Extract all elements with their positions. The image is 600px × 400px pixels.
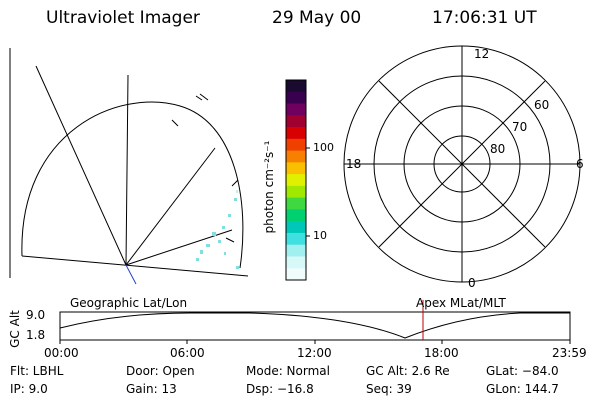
colorbar-swatch: [286, 91, 306, 105]
colorbar-swatch: [286, 174, 306, 187]
mlt-meridian: [378, 80, 546, 248]
geo-meridian: [125, 147, 216, 266]
colorbar-swatch: [286, 185, 306, 199]
info-seq: Seq: 39: [366, 382, 412, 396]
x-ticks: [59, 340, 571, 344]
lat-label-60: 60: [534, 98, 550, 112]
altitude-ytick: 9.0: [26, 308, 46, 322]
colorbar-swatch: [286, 209, 306, 222]
colorbar-swatch: [286, 221, 306, 234]
altitude-xtick: 06:00: [170, 346, 205, 360]
colorbar-swatch: [286, 115, 306, 128]
info-ip: IP: 9.0: [10, 382, 48, 396]
altitude-xtick: 23:59: [552, 346, 587, 360]
colorbar-swatch: [286, 232, 306, 246]
info-dsp: Dsp: −16.8: [246, 382, 314, 396]
info-filter: Flt: LBHL: [10, 364, 64, 378]
geo-meridian: [125, 229, 233, 266]
info-glon: GLon: 144.7: [486, 382, 559, 396]
instrument-title: Ultraviolet Imager: [46, 8, 200, 28]
lat-label-70: 70: [512, 120, 528, 134]
colorbar-swatch: [286, 80, 306, 93]
mlt-label-18: 18: [346, 157, 362, 171]
altitude-left-title: Geographic Lat/Lon: [70, 296, 188, 310]
altitude-xtick: 12:00: [297, 346, 332, 360]
mlt-label-12: 12: [474, 47, 490, 61]
altitude-xtick: 18:00: [424, 346, 459, 360]
colorbar-swatch: [286, 256, 306, 269]
colorbar-swatch: [286, 162, 306, 175]
altitude-ylabel: GC Alt: [8, 310, 22, 348]
colorbar-frame: [285, 79, 307, 281]
time-label: 17:06:31 UT: [432, 8, 537, 28]
geo-meridian: [125, 74, 129, 266]
colorbar-swatch: [286, 138, 306, 152]
colorbar-swatches: [286, 80, 306, 281]
altitude-curve: [59, 312, 570, 339]
colorbar-swatch: [286, 127, 306, 140]
geo-meridian: [35, 65, 127, 266]
info-gain: Gain: 13: [126, 382, 177, 396]
altitude-plot: [59, 300, 571, 344]
geo-latitude-circle: [21, 101, 244, 269]
colorbar-swatch: [286, 197, 306, 210]
geo-meridian-blue: [125, 264, 137, 285]
mlt-label-0: 0: [468, 276, 476, 290]
info-mode: Mode: Normal: [246, 364, 330, 378]
info-glat: GLat: −84.0: [486, 364, 559, 378]
mlt-label-6: 6: [576, 157, 584, 171]
polar-grid: [343, 45, 581, 283]
info-gc-alt: GC Alt: 2.6 Re: [366, 364, 450, 378]
colorbar-swatch: [286, 244, 306, 257]
aurora-emission: [196, 190, 239, 269]
altitude-right-title: Apex MLat/MLT: [416, 296, 506, 310]
colorbar-tick-label: 10: [313, 229, 327, 242]
colorbar: [285, 79, 310, 281]
colorbar-swatch: [286, 103, 306, 116]
altitude-frame: [59, 311, 571, 341]
altitude-ytick: 1.8: [26, 328, 46, 342]
colorbar-swatch: [286, 150, 306, 163]
geographic-map: [9, 48, 249, 285]
colorbar-tick-label: 100: [313, 141, 334, 154]
geo-meridian: [21, 255, 249, 277]
lat-label-80: 80: [490, 142, 506, 156]
altitude-xtick: 00:00: [44, 346, 79, 360]
date-label: 29 May 00: [272, 8, 362, 28]
info-door: Door: Open: [126, 364, 195, 378]
colorbar-swatch: [286, 268, 306, 281]
colorbar-unit-label: photon cm⁻²s⁻¹: [262, 140, 276, 234]
